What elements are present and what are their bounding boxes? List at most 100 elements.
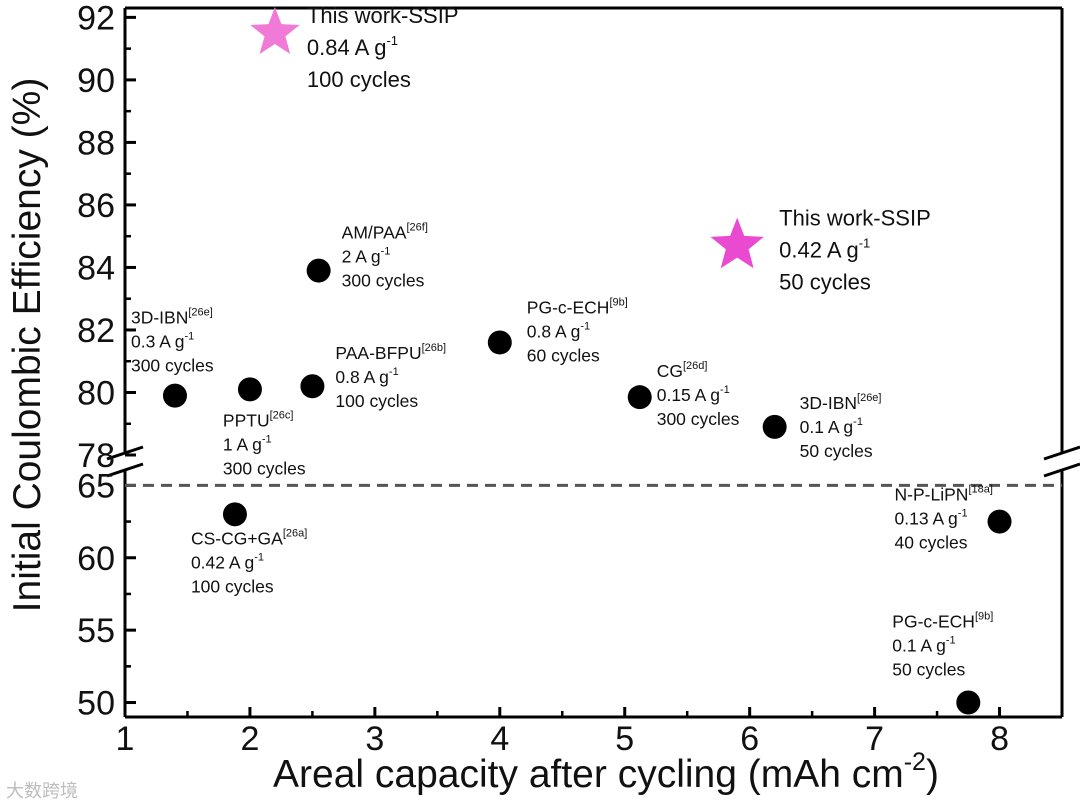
data-point-label-ref: [26a] bbox=[283, 527, 307, 539]
data-point-label-rate-sup: -1 bbox=[720, 384, 730, 396]
axis-break-mark-right bbox=[1043, 445, 1080, 461]
x-axis-title-close: ) bbox=[926, 753, 939, 796]
data-point-label-rate-text: 0.42 A g bbox=[191, 552, 254, 572]
this-work-star bbox=[250, 7, 300, 54]
y-axis-title: Initial Coulombic Efficiency (%) bbox=[6, 78, 49, 613]
y-tick-label: 82 bbox=[77, 312, 115, 350]
data-point-label-name-text: AM/PAA bbox=[342, 223, 407, 243]
data-point-label-rate: 0.15 A g-1 bbox=[657, 384, 730, 405]
data-point-label-name: 3D-IBN[26e] bbox=[800, 392, 882, 413]
data-point-label-cycles: 50 cycles bbox=[892, 660, 965, 680]
data-point-label-rate: 1 A g-1 bbox=[223, 433, 272, 454]
data-point-label-rate-sup: -1 bbox=[254, 551, 264, 563]
data-point-label-name: PAA-BFPU[26b] bbox=[335, 342, 446, 363]
data-point-label-cycles: 300 cycles bbox=[223, 458, 306, 478]
y-tick-label: 50 bbox=[77, 685, 115, 723]
data-point-label-rate: 2 A g-1 bbox=[342, 246, 391, 267]
x-tick-label: 1 bbox=[116, 720, 135, 758]
x-tick-label: 8 bbox=[990, 720, 1009, 758]
y-tick-label: 80 bbox=[77, 374, 115, 412]
data-point-label-rate-text: 1 A g bbox=[223, 434, 262, 454]
data-point bbox=[487, 330, 512, 355]
x-tick-label: 7 bbox=[865, 720, 884, 758]
data-point-label-ref: [26b] bbox=[422, 342, 446, 354]
data-point-label-cycles: 100 cycles bbox=[191, 576, 274, 596]
data-point-label-name: PG-c-ECH[9b] bbox=[892, 611, 993, 632]
y-tick-label: 78 bbox=[77, 437, 115, 475]
marks-group: 3D-IBN[26e] 0.3 A g -1 300 cycles PPTU[26c] 1… bbox=[131, 3, 1012, 715]
this-work-label-rate: 0.84 A g-1 bbox=[307, 33, 398, 60]
y-tick-label: 92 bbox=[77, 0, 115, 37]
y-tick-label: 84 bbox=[77, 249, 115, 287]
data-point-label-rate-text: 0.13 A g bbox=[895, 509, 958, 529]
this-work-label-rate-sup: -1 bbox=[859, 236, 871, 251]
data-point-label-rate-text: 0.3 A g bbox=[131, 332, 185, 352]
axis-break-mark-left bbox=[106, 445, 144, 461]
x-axis-title-main: Areal capacity after cycling (mAh cm bbox=[273, 753, 904, 796]
data-point bbox=[237, 377, 262, 402]
x-axis-title-sup: -2 bbox=[904, 748, 926, 776]
data-point-label-cycles: 50 cycles bbox=[800, 441, 873, 461]
this-work-label-rate-text: 0.84 A g bbox=[307, 35, 387, 60]
this-work-label-name-text: This work-SSIP bbox=[779, 206, 931, 231]
data-point-label-name: PG-c-ECH[9b] bbox=[527, 296, 628, 317]
data-point bbox=[162, 383, 187, 408]
this-work-star bbox=[710, 217, 764, 269]
x-tick-label: 2 bbox=[240, 720, 259, 758]
data-point-label-name-text: PG-c-ECH bbox=[892, 612, 975, 632]
this-work-label-name-text: This work-SSIP bbox=[307, 3, 459, 28]
data-point-label-name-text: CS-CG+GA bbox=[191, 528, 283, 548]
data-point-label-name: N-P-LiPN[18a] bbox=[895, 484, 993, 505]
data-point bbox=[762, 414, 787, 439]
data-point-label-ref: [18a] bbox=[968, 484, 992, 496]
this-work-label-rate: 0.42 A g-1 bbox=[779, 236, 870, 263]
x-axis-title: Areal capacity after cycling (mAh cm-2) bbox=[273, 748, 939, 796]
data-point-label-rate-sup: -1 bbox=[580, 320, 590, 332]
data-point-label-rate-text: 0.15 A g bbox=[657, 385, 720, 405]
y-tick-label: 60 bbox=[77, 540, 115, 578]
data-point-label-cycles: 40 cycles bbox=[895, 533, 968, 553]
data-point-label-rate: 0.13 A g-1 bbox=[895, 508, 968, 529]
watermark: 大数跨境 bbox=[6, 781, 78, 802]
data-point-label-ref: [9b] bbox=[975, 611, 993, 623]
data-point bbox=[300, 374, 325, 399]
data-point-label-rate-sup: -1 bbox=[262, 433, 272, 445]
data-point-label-name: AM/PAA[26f] bbox=[342, 222, 428, 243]
data-point-label-rate-sup: -1 bbox=[853, 416, 863, 428]
data-point bbox=[306, 258, 331, 283]
y-tick-label: 88 bbox=[77, 124, 115, 162]
data-point-label-rate: 0.1 A g-1 bbox=[892, 635, 955, 656]
data-point bbox=[956, 690, 981, 715]
data-point-label-name-text: CG bbox=[657, 361, 683, 381]
data-point-label-ref: [26e] bbox=[857, 392, 881, 404]
this-work-label-cycles: 50 cycles bbox=[779, 270, 871, 295]
data-point-label-name: 3D-IBN[26e] bbox=[131, 307, 213, 328]
data-point-label-rate: 0.42 A g-1 bbox=[191, 551, 264, 572]
this-work-label-name: This work-SSIP bbox=[307, 3, 459, 28]
data-point-label-cycles: 300 cycles bbox=[342, 271, 425, 291]
this-work-label-rate-sup: -1 bbox=[386, 33, 398, 48]
data-point-label-name-text: 3D-IBN bbox=[800, 393, 857, 413]
this-work-label-cycles: 100 cycles bbox=[307, 67, 411, 92]
data-point bbox=[222, 502, 247, 527]
data-point-label-cycles: 300 cycles bbox=[131, 356, 214, 376]
data-point-label-rate-text: 2 A g bbox=[342, 247, 381, 267]
data-point-label-rate-sup: -1 bbox=[958, 508, 968, 520]
data-point-label-name-text: N-P-LiPN bbox=[895, 485, 969, 505]
data-point bbox=[987, 509, 1012, 534]
data-point-label-rate-sup: -1 bbox=[381, 246, 391, 258]
axis-break-mark-left bbox=[106, 462, 144, 478]
x-tick-label: 5 bbox=[615, 720, 634, 758]
data-point-label-ref: [9b] bbox=[609, 296, 627, 308]
data-point-label-cycles: 300 cycles bbox=[657, 409, 740, 429]
axis-break-mark-right bbox=[1043, 462, 1080, 478]
data-point-label-name: PPTU[26c] bbox=[223, 409, 294, 430]
y-tick-label: 55 bbox=[77, 612, 115, 650]
data-point bbox=[627, 385, 652, 410]
y-tick-label: 86 bbox=[77, 187, 115, 225]
data-point-label-rate: 0.1 A g-1 bbox=[800, 416, 863, 437]
this-work-label-name: This work-SSIP bbox=[779, 206, 931, 231]
data-point-label-name: CS-CG+GA[26a] bbox=[191, 527, 307, 548]
